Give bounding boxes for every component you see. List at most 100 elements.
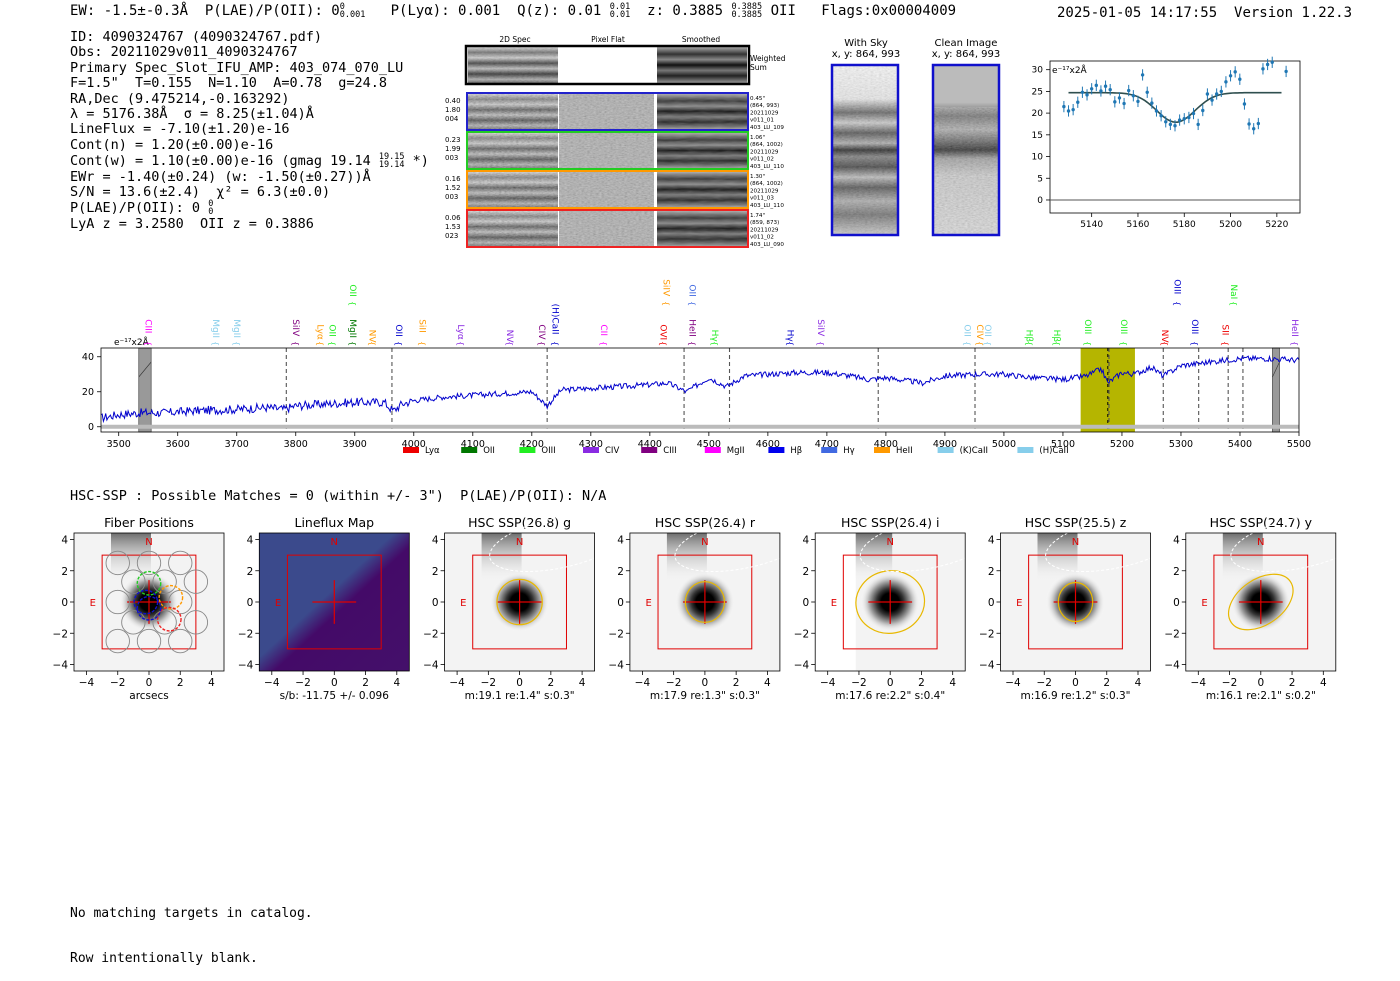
legend-label: Hβ [790,446,802,456]
legend-entry: OII [461,446,495,456]
line-label: HeII { [686,319,696,346]
fiber-circle-highlight [136,570,162,596]
search-box [286,554,382,650]
hsc-panel: HSC SSP(26.8) g N E −4 −4 −2 −2 0 0 2 2 4 4 m:19.1 re… [423,514,629,702]
info-id: ID: 4090324767 (4090324767.pdf) [70,29,322,45]
hsc-ytick-label: −2 [53,628,68,640]
hsc-xtick-label: −4 [264,677,280,689]
line-label-text: OIII [1118,319,1128,334]
zoom-xtick-label: 5200 [1219,220,1242,230]
line-label-brace: { [537,341,546,346]
legend-swatch [1017,447,1034,453]
spec-xtick-label: 4000 [402,439,426,450]
zoom-data-point [1210,94,1214,106]
zoom-data-point [1252,123,1256,135]
zoom-data-point [1214,88,1219,100]
row-right-label: 403_LU_090 [750,242,784,248]
line-label: MgII { [210,319,220,346]
clean-image-header: Clean Image x, y: 864, 993 [928,38,1004,60]
hsc-ytick-label: 4 [247,535,254,547]
hsc-xtick-label: −4 [449,677,465,689]
line-label: MgII { [347,319,357,346]
line-label-brace: { [659,341,668,346]
legend-entry: (H)CaII [1017,446,1069,456]
spectrum-frame [100,347,1300,433]
weighted-label-1: Weighted [750,54,786,63]
hsc-xtick-label: 4 [764,677,771,689]
zoom-data-point [1094,79,1098,91]
col-header-pixelflat: Pixel Flat [591,35,625,44]
zoom-unit-label: e⁻¹⁷x2Å [1052,64,1088,76]
hsc-xtick-label: 0 [702,677,709,689]
row-right-label: 1.30" [750,174,765,180]
spec-xtick-label: 4300 [579,439,603,450]
legend-entry: MgII [704,446,745,456]
line-label-text: OIII [1172,279,1182,294]
fiber-circle [121,569,146,594]
spec-xtick-label: 3800 [284,439,308,450]
z-sup: 0.3885 [731,2,763,12]
east-label: E [831,598,837,609]
zoom-xtick-label: 5220 [1265,220,1288,230]
row-right-label: 403_LU_110 [750,164,784,170]
hsc-panel-caption: m:16.9 re:1.2" s:0.3" [1021,690,1131,702]
hsc-ytick-label: 0 [247,597,254,609]
row-left-label: 003 [445,193,458,201]
clean-image-title: Clean Image [934,38,998,49]
zoom-data-point [1247,118,1251,130]
spec-xtick-label: 4800 [874,439,898,450]
line-label-text: HeII [1289,319,1299,337]
line-label-brace: { [1190,341,1199,346]
line-label: NV{ [1159,330,1169,346]
zoom-data-point [1145,86,1149,98]
info-ewr: EWr = -1.40(±0.24) (w: -1.50(±0.27))Å [70,168,371,185]
zoom-data-point [1103,80,1108,92]
fiber-circle [152,610,177,635]
line-label-brace: { [785,341,794,346]
info-slot: Primary Spec_Slot_IFU_AMP: 403_074_070_L… [70,59,404,76]
hsc-panel: Fiber Positions N E −4 −4 −2 −2 0 0 2 2 4 4 arcsecs [53,515,225,702]
row-right-label: 403_LU_110 [750,203,784,209]
zoom-data-point [1233,66,1237,78]
hsc-ytick-label: 0 [432,597,439,609]
zoom-data-point [1071,103,1075,116]
line-label-text: SII [1219,324,1229,335]
hsc-ytick-label: −4 [979,660,995,672]
line-label-text: OIII [1082,319,1092,334]
hsc-ytick-label: −2 [794,628,809,640]
ew-value: EW: -1.5±-0.3Å [70,3,189,19]
north-label: N [145,537,152,548]
legend-swatch [583,447,599,453]
legend-label: OIII [541,446,555,456]
row-right-label: 403_LU_109 [750,125,784,131]
hsc-panels: Fiber Positions N E −4 −4 −2 −2 0 0 2 2 4 4 arcsecs Li… [53,514,1360,702]
zoom-data-point [1066,105,1071,117]
east-label: E [460,598,466,609]
line-label: OII { [393,324,403,346]
line-label-text: NV [1159,330,1169,344]
row-right-label: (864, 1002) [750,181,783,187]
line-label-brace: { [232,341,241,346]
zoom-data-point [1159,110,1163,122]
hsc-ytick-label: 4 [988,535,995,547]
hsc-ytick-label: 0 [617,597,624,609]
zoom-data-point [1168,118,1173,131]
legend-entry: Lyα [403,446,440,456]
hsc-xtick-label: 4 [1320,677,1327,689]
north-label: N [516,537,523,548]
search-box [842,554,938,650]
line-label: Lyα{ [315,324,325,346]
zoom-data-point [1108,84,1112,96]
hsc-panel-caption: arcsecs [129,690,168,702]
legend-entry: (K)CaII [937,446,988,456]
spec-ytick-label: 20 [82,387,94,398]
row-left-label: 003 [445,154,458,162]
row-left-label: 1.80 [445,106,461,114]
info-lineflux: LineFlux = -7.10(±1.20)e-16 [70,121,290,138]
row-left-label: 0.06 [445,214,461,222]
row-left-label: 0.40 [445,97,461,105]
line-label-brace: { [962,341,971,346]
line-label-brace: { [1119,341,1128,346]
north-label: N [1257,537,1264,548]
